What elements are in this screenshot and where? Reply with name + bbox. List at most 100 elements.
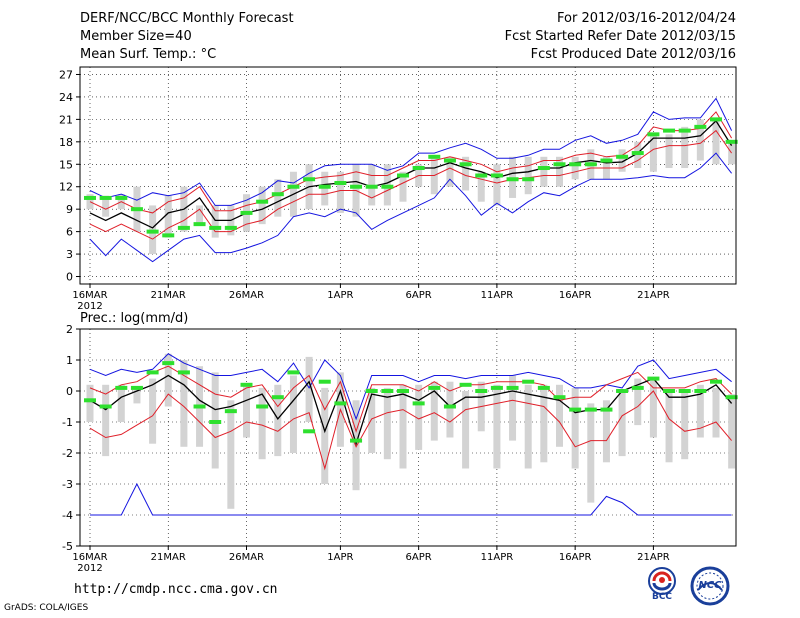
temperature-observed-marker: [584, 162, 597, 167]
precipitation-spread-bar: [164, 353, 172, 407]
precipitation-xtick-label: 1APR: [327, 552, 353, 563]
precipitation-ytick-label: 1: [66, 354, 73, 367]
precipitation-observed-marker: [303, 429, 316, 434]
temperature-spread-bar: [556, 156, 563, 187]
temperature-observed-marker: [303, 177, 316, 182]
precipitation-spread-bar: [415, 384, 423, 450]
precipitation-spread-bar: [149, 378, 157, 444]
temperature-spread-bar: [665, 134, 673, 169]
temperature-max-line: [89, 97, 733, 206]
temperature-observed-marker: [412, 166, 425, 171]
temperature-spread-bar: [164, 195, 172, 238]
temperature-spread-bar: [681, 126, 689, 169]
precipitation-spread-bar: [446, 381, 454, 438]
precipitation-spread-bar: [493, 384, 501, 469]
temperature-ytick-label: 6: [66, 226, 73, 239]
temperature-observed-marker: [616, 154, 629, 159]
precipitation-observed-marker: [115, 385, 128, 390]
precipitation-ytick-label: 0: [66, 385, 73, 398]
precipitation-spread-bar: [571, 387, 579, 469]
precipitation-spread-bar: [602, 400, 610, 463]
precipitation-spread-bar: [712, 387, 720, 438]
temperature-observed-marker: [678, 128, 691, 133]
chart-title: DERF/NCC/BCC Monthly Forecast: [80, 11, 294, 26]
member-size: Member Size=40: [80, 29, 192, 44]
temperature-observed-marker: [647, 132, 660, 137]
temperature-ytick-label: 27: [59, 68, 73, 81]
temperature-observed-marker: [224, 225, 237, 230]
temperature-observed-marker: [397, 173, 409, 178]
precipitation-spread-bar: [728, 394, 736, 469]
precipitation-observed-marker: [522, 379, 535, 384]
temperature-observed-marker: [209, 225, 222, 230]
precipitation-spread-bar: [117, 384, 125, 422]
temperature-ytick-label: 21: [59, 113, 73, 126]
precipitation-ytick-label: 2: [66, 323, 73, 336]
temperature-xtick-label: 6APR: [406, 290, 432, 301]
precipitation-observed-marker: [365, 389, 378, 393]
precipitation-min-line: [90, 482, 732, 516]
temperature-ytick-label: 9: [66, 203, 73, 216]
temperature-spread-bar: [102, 195, 110, 217]
precipitation-observed-marker: [490, 385, 503, 390]
precipitation-spread-bar: [696, 384, 704, 438]
precipitation-spread-bar: [227, 400, 235, 509]
temperature-frame: [79, 66, 737, 285]
precipitation-spread-bar: [665, 391, 673, 463]
temperature-xtick-label: 11APR: [481, 290, 514, 301]
precipitation-observed-marker: [84, 398, 96, 403]
temperature-observed-marker: [84, 195, 96, 200]
temperature-spread-bar: [524, 156, 532, 195]
temperature-xtick-label: 1APR: [327, 290, 353, 301]
temperature-ytick-label: 18: [59, 136, 73, 149]
precipitation-spread-bar: [274, 384, 282, 457]
temperature-spread-bar: [86, 194, 94, 210]
precipitation-spread-bar: [305, 356, 313, 422]
temperature-upper-line: [89, 111, 733, 214]
temperature-min-line: [89, 152, 732, 263]
precipitation-xtick-label: 21MAR: [151, 552, 186, 563]
ncc-logo-text: NCC: [698, 580, 722, 591]
precipitation-spread-bar: [556, 384, 563, 447]
precipitation-frame: [79, 328, 737, 547]
grads-credit: GrADS: COLA/IGES: [4, 603, 89, 613]
temperature-ytick-label: 12: [59, 181, 73, 194]
precipitation-xtick-label: 21APR: [637, 552, 670, 563]
temperature-observed-marker: [193, 222, 206, 227]
precipitation-spread-bar: [649, 378, 657, 438]
temperature-spread-bar: [571, 156, 579, 180]
temperature-observed-marker: [318, 184, 331, 189]
temperature-observed-marker: [459, 162, 472, 167]
temperature-observed-marker: [522, 177, 535, 182]
temperature-observed-marker: [475, 173, 488, 178]
temperature-observed-marker: [428, 154, 441, 159]
precipitation-observed-marker: [506, 385, 519, 390]
temperature-observed-marker: [725, 139, 738, 144]
precipitation-observed-marker: [584, 407, 597, 412]
temperature-observed-marker: [381, 184, 394, 189]
source-url[interactable]: http://cmdp.ncc.cma.gov.cn: [74, 582, 278, 597]
temperature-spread-bar: [399, 171, 407, 202]
precipitation-spread-bar: [634, 378, 642, 426]
precipitation-observed-marker: [146, 370, 159, 375]
precipitation-spread-bar: [509, 375, 517, 441]
precipitation-observed-marker: [318, 379, 331, 384]
precipitation-observed-marker: [209, 420, 222, 424]
temperature-observed-marker: [600, 158, 613, 163]
temperature-spread-bar: [258, 186, 266, 225]
precipitation-observed-marker: [663, 389, 676, 393]
temperature-observed-marker: [177, 225, 190, 230]
precipitation-spread-bar: [180, 360, 188, 447]
precipitation-spread-bar: [399, 384, 407, 469]
temperature-spread-bar: [462, 156, 470, 191]
precipitation-spread-bar: [524, 384, 532, 469]
temperature-observed-marker: [490, 173, 503, 178]
precipitation-panel: -5 -4 -3 -2 -1 0 1 2 16MAR 21MAR 26MAR 1APR 6APR 11AP…: [62, 323, 738, 574]
precipitation-spread-bar: [321, 387, 329, 484]
precipitation-ytick-label: -4: [62, 509, 73, 522]
precipitation-ytick-label: -1: [62, 416, 73, 429]
bcc-logo-text: BCC: [651, 592, 673, 602]
precipitation-observed-marker: [678, 389, 691, 393]
temperature-observed-marker: [569, 162, 582, 167]
